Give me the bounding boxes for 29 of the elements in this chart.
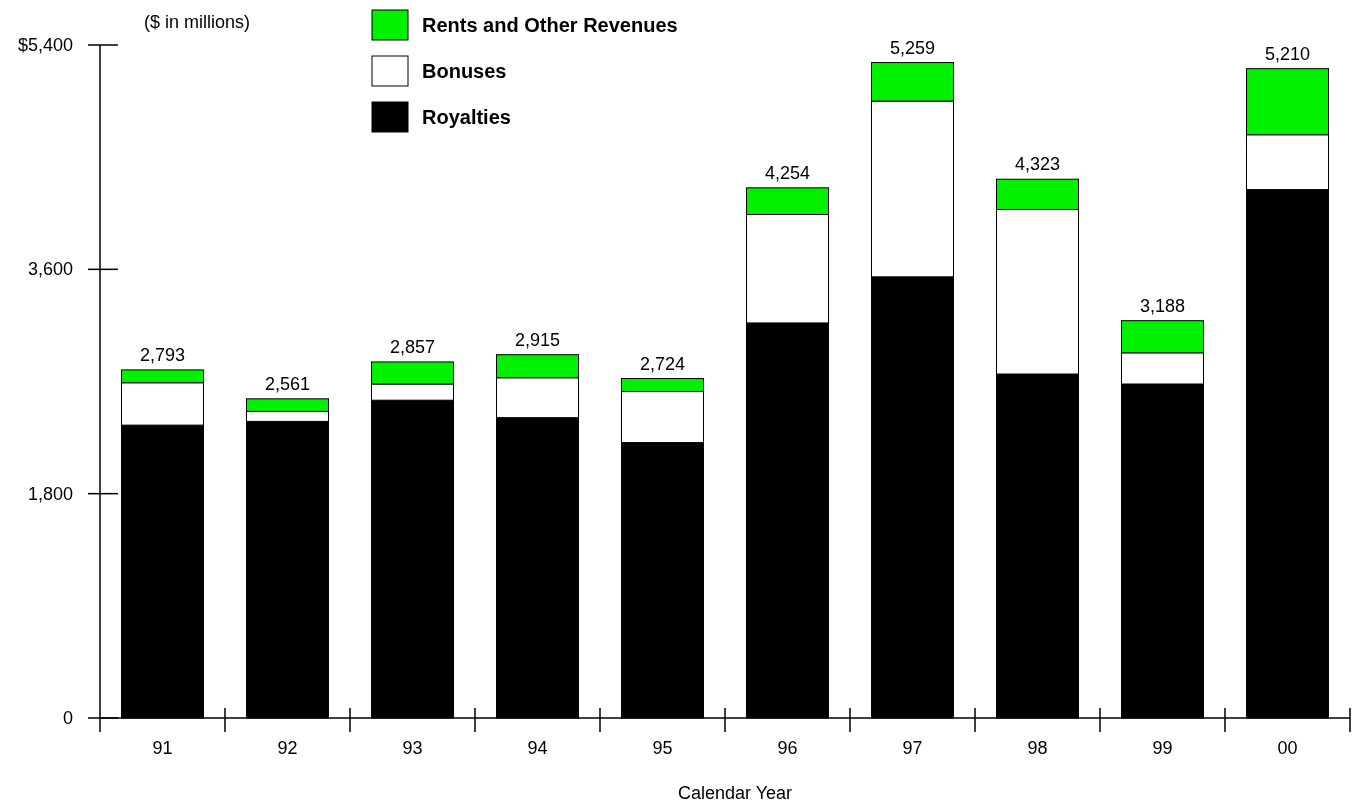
x-tick-label: 98 bbox=[1027, 738, 1048, 758]
legend-label: Royalties bbox=[422, 106, 511, 128]
total-label: 2,793 bbox=[139, 344, 186, 365]
y-tick-label: 0 bbox=[62, 708, 73, 728]
x-axis-title: Calendar Year bbox=[677, 783, 793, 803]
x-tick-label: 91 bbox=[152, 738, 173, 758]
legend-label: Rents and Other Revenues bbox=[422, 14, 678, 36]
total-label: 2,857 bbox=[389, 336, 436, 357]
total-label: 2,724 bbox=[639, 353, 686, 374]
y-axis-title: ($ in millions) bbox=[143, 12, 251, 32]
x-tick-label: 92 bbox=[277, 738, 298, 758]
x-tick-label: 00 bbox=[1277, 738, 1298, 758]
legend-label: Bonuses bbox=[422, 60, 507, 82]
total-label: 2,561 bbox=[264, 373, 311, 394]
total-label: 5,259 bbox=[889, 37, 936, 58]
total-label: 3,188 bbox=[1139, 295, 1186, 316]
y-tick-label: $5,400 bbox=[17, 35, 73, 55]
x-tick-label: 97 bbox=[902, 738, 923, 758]
y-tick-label: 1,800 bbox=[27, 483, 73, 504]
x-tick-label: 95 bbox=[652, 738, 673, 758]
total-label: 4,323 bbox=[1014, 154, 1061, 175]
total-label: 2,915 bbox=[514, 329, 561, 350]
total-label: 5,210 bbox=[1264, 43, 1311, 64]
x-tick-label: 96 bbox=[777, 738, 798, 758]
x-tick-label: 99 bbox=[1152, 738, 1173, 758]
total-label: 4,254 bbox=[764, 162, 811, 183]
y-tick-label: 3,600 bbox=[27, 259, 73, 280]
x-tick-label: 93 bbox=[402, 738, 423, 758]
x-tick-label: 94 bbox=[527, 738, 548, 758]
